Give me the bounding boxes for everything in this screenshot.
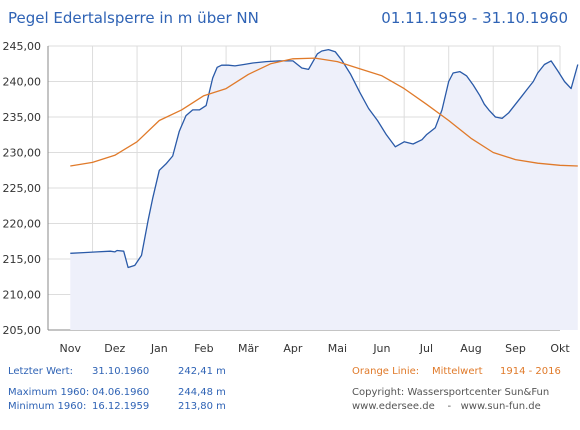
x-tick-label: Mai	[328, 342, 347, 355]
copyright-text: Copyright: Wassersportcenter Sun&Fun	[352, 387, 550, 398]
last-value-amount: 242,41 m	[178, 366, 226, 377]
x-tick-label: Apr	[283, 342, 303, 355]
series-area-level	[70, 49, 578, 330]
legend-orange-label: Orange Linie:	[352, 366, 420, 377]
x-tick-label: Mär	[238, 342, 259, 355]
chart-title: Pegel Edertalsperre in m über NN	[8, 9, 259, 27]
y-tick-label: 205,00	[3, 324, 42, 337]
last-value-label: Letzter Wert:	[8, 366, 73, 377]
y-tick-label: 245,00	[3, 40, 42, 53]
x-tick-label: Jan	[150, 342, 168, 355]
date-range: 01.11.1959 - 31.10.1960	[381, 9, 568, 27]
y-tick-label: 210,00	[3, 289, 42, 302]
y-tick-label: 235,00	[3, 111, 42, 124]
min-label: Minimum 1960:	[8, 401, 87, 412]
y-tick-label: 215,00	[3, 253, 42, 266]
x-tick-label: Feb	[194, 342, 213, 355]
max-value: 244,48 m	[178, 387, 226, 398]
x-tick-label: Sep	[505, 342, 526, 355]
y-tick-label: 230,00	[3, 147, 42, 160]
y-tick-label: 220,00	[3, 218, 42, 231]
max-date: 04.06.1960	[92, 387, 150, 398]
x-tick-label: Jul	[419, 342, 433, 355]
y-tick-label: 225,00	[3, 182, 42, 195]
legend-mean-label: Mittelwert	[432, 366, 483, 377]
x-tick-label: Nov	[60, 342, 82, 355]
legend-years: 1914 - 2016	[500, 366, 561, 377]
min-date: 16.12.1959	[92, 401, 150, 412]
min-value: 213,80 m	[178, 401, 226, 412]
last-value-date: 31.10.1960	[92, 366, 150, 377]
level-chart: 205,00 210,00 215,00 220,00 225,00 230,00 235,…	[3, 40, 579, 355]
website-links: www.edersee.de - www.sun-fun.de	[352, 401, 541, 412]
series-line-level	[70, 48, 579, 269]
x-tick-label: Okt	[550, 342, 570, 355]
series-line-mean	[70, 57, 578, 167]
y-tick-label: 240,00	[3, 76, 42, 89]
max-label: Maximum 1960:	[8, 387, 90, 398]
x-tick-label: Aug	[460, 342, 481, 355]
x-tick-label: Dez	[104, 342, 125, 355]
x-tick-label: Jun	[372, 342, 390, 355]
